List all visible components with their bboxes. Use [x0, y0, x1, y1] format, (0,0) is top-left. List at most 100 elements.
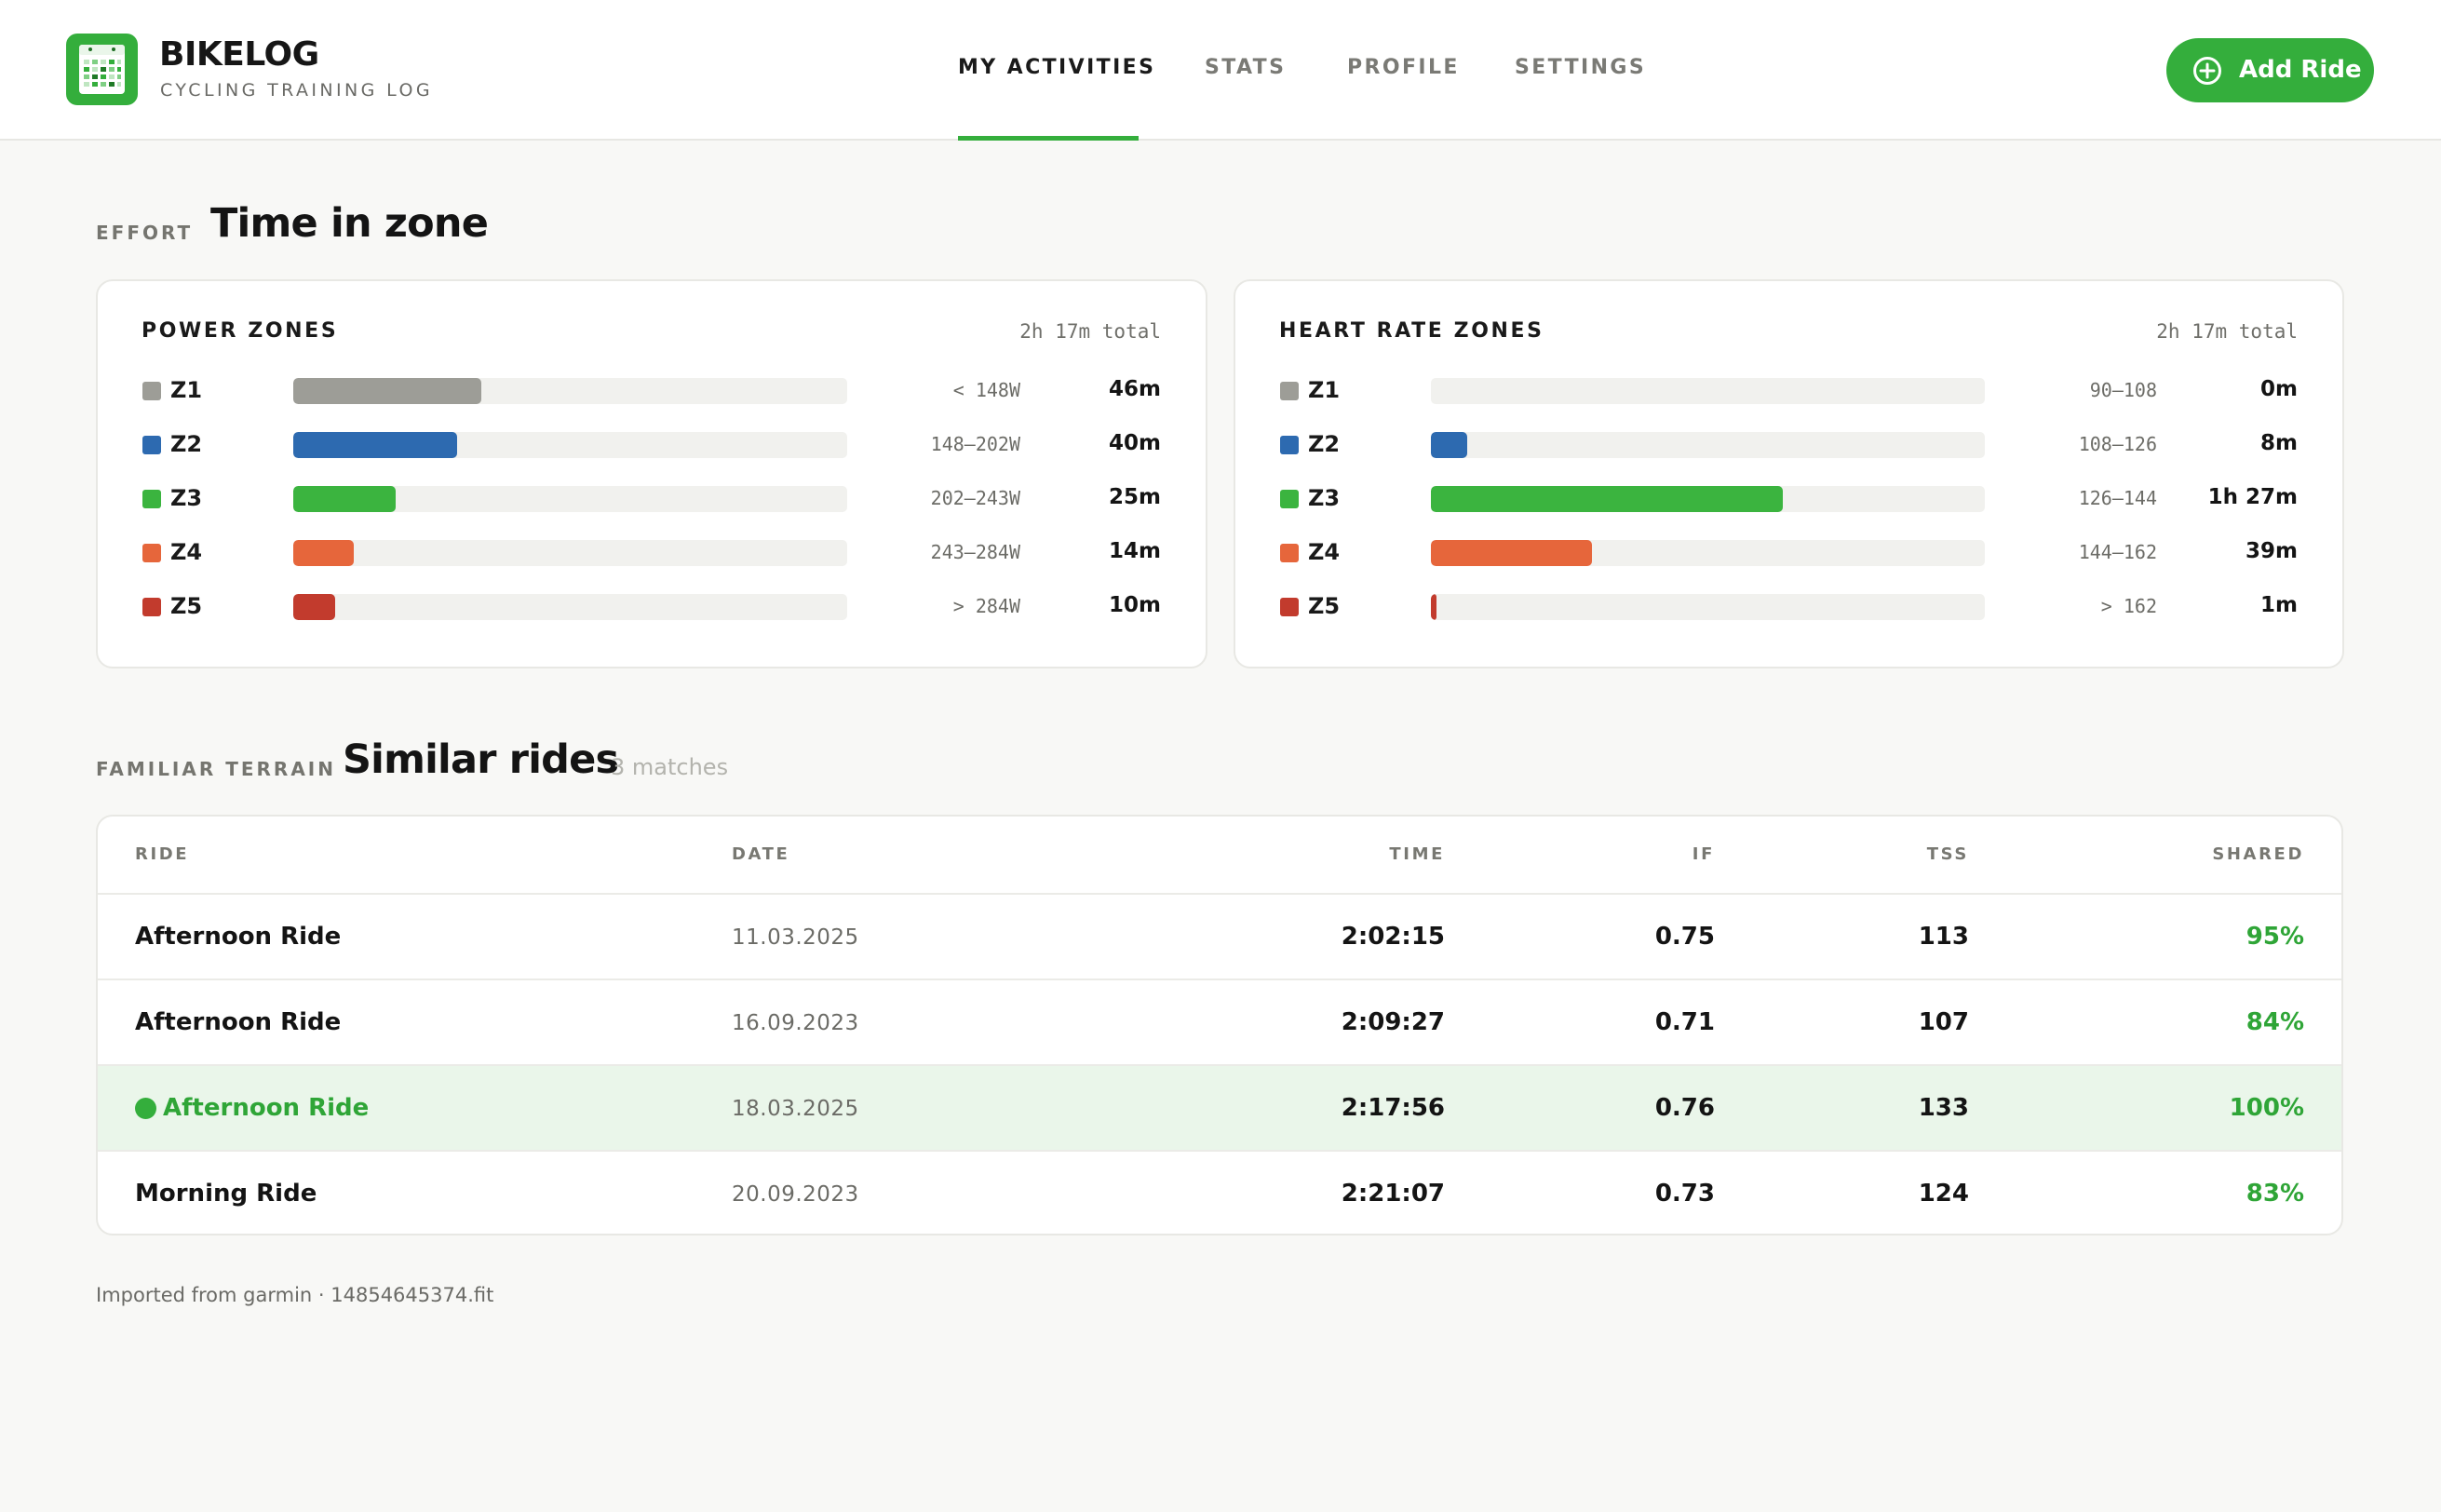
col-date[interactable]: DATE — [732, 844, 790, 864]
calendar-grid-icon — [66, 34, 138, 105]
zone-bar-fill — [293, 594, 335, 620]
zone-bar-track — [293, 594, 847, 620]
zone-range: 126–144 — [2078, 487, 2157, 509]
zone-range: 148–202W — [930, 433, 1020, 455]
app-name: BIKELOG — [159, 35, 319, 74]
plus-circle-icon — [2193, 57, 2221, 85]
zone-range: > 162 — [2100, 595, 2157, 617]
col-shared[interactable]: SHARED — [2212, 844, 2304, 864]
zone-time: 0m — [2260, 377, 2298, 401]
zone-bar-track — [1431, 594, 1985, 620]
zone-bar-fill — [293, 432, 457, 458]
zone-range: 90–108 — [2089, 379, 2157, 401]
zone-time: 25m — [1109, 485, 1161, 509]
hr-zone-row: Z1 90–108 0m — [1235, 372, 2342, 410]
zone-bar-fill — [293, 540, 354, 566]
zone-name: Z2 — [170, 431, 203, 457]
col-tss[interactable]: TSS — [1926, 844, 1969, 864]
zone-range: > 284W — [952, 595, 1020, 617]
ride-shared: 95% — [2245, 923, 2304, 951]
nav-profile[interactable]: PROFILE — [1347, 56, 1460, 79]
col-ride[interactable]: RIDE — [135, 844, 190, 864]
zone-name: Z1 — [1308, 377, 1341, 403]
zone-range: < 148W — [952, 379, 1020, 401]
zone-swatch — [142, 382, 161, 400]
zone-name: Z5 — [170, 593, 203, 619]
table-row[interactable]: Afternoon Ride 11.03.2025 2:02:15 0.75 1… — [98, 895, 2341, 980]
zone-bar-track — [1431, 378, 1985, 404]
zone-range: 202–243W — [930, 487, 1020, 509]
ride-shared: 83% — [2245, 1180, 2304, 1208]
power-zone-row: Z5 > 284W 10m — [98, 588, 1206, 626]
zone-time: 10m — [1109, 593, 1161, 617]
similar-rides-table: RIDE DATE TIME IF TSS SHARED Afternoon R… — [96, 815, 2343, 1235]
zone-name: Z4 — [1308, 539, 1341, 565]
ride-shared: 84% — [2245, 1008, 2304, 1036]
nav-my-activities[interactable]: MY ACTIVITIES — [958, 56, 1156, 79]
zone-time: 46m — [1109, 377, 1161, 401]
power-zone-row: Z2 148–202W 40m — [98, 426, 1206, 464]
ride-name[interactable]: Afternoon Ride — [163, 1094, 370, 1122]
zone-time: 8m — [2260, 431, 2298, 455]
zone-swatch — [1280, 382, 1299, 400]
ride-date: 18.03.2025 — [732, 1097, 859, 1121]
zone-bar-track — [293, 378, 847, 404]
zone-bar-track — [1431, 486, 1985, 512]
power-zone-row: Z4 243–284W 14m — [98, 534, 1206, 572]
ride-if: 0.75 — [1654, 923, 1715, 951]
zone-bar-track — [293, 540, 847, 566]
col-time[interactable]: TIME — [1389, 844, 1445, 864]
zone-name: Z1 — [170, 377, 203, 403]
zone-bar-fill — [1431, 540, 1592, 566]
power-zones-title: POWER ZONES — [142, 319, 339, 343]
zone-name: Z5 — [1308, 593, 1341, 619]
zone-range: 243–284W — [930, 541, 1020, 563]
hr-zones-title: HEART RATE ZONES — [1279, 319, 1544, 343]
ride-time: 2:17:56 — [1341, 1094, 1445, 1122]
ride-date: 11.03.2025 — [732, 925, 859, 950]
ride-tss: 124 — [1918, 1180, 1969, 1208]
app-header: BIKELOG CYCLING TRAINING LOG MY ACTIVITI… — [0, 0, 2441, 141]
table-header: RIDE DATE TIME IF TSS SHARED — [98, 817, 2341, 895]
hr-zone-row: Z3 126–144 1h 27m — [1235, 480, 2342, 518]
table-row[interactable]: Afternoon Ride 16.09.2023 2:09:27 0.71 1… — [98, 980, 2341, 1066]
ride-date: 16.09.2023 — [732, 1011, 859, 1035]
zone-swatch — [142, 436, 161, 454]
ride-name[interactable]: Afternoon Ride — [135, 1008, 342, 1036]
zone-swatch — [142, 544, 161, 562]
hr-zone-row: Z5 > 162 1m — [1235, 588, 2342, 626]
ride-name[interactable]: Afternoon Ride — [135, 923, 342, 951]
zone-bar-fill — [293, 486, 396, 512]
table-row-current[interactable]: Afternoon Ride 18.03.2025 2:17:56 0.76 1… — [98, 1066, 2341, 1152]
table-row[interactable]: Morning Ride 20.09.2023 2:21:07 0.73 124… — [98, 1152, 2341, 1234]
zone-bar-fill — [1431, 432, 1467, 458]
similar-title: Similar rides — [343, 736, 619, 783]
zone-bar-track — [293, 432, 847, 458]
match-count: 3 matches — [611, 754, 729, 780]
ride-tss: 113 — [1918, 923, 1969, 951]
ride-time: 2:02:15 — [1341, 923, 1445, 951]
zone-swatch — [1280, 598, 1299, 616]
zone-range: 144–162 — [2078, 541, 2157, 563]
zone-time: 1h 27m — [2207, 485, 2298, 509]
zone-swatch — [1280, 544, 1299, 562]
zone-time: 14m — [1109, 539, 1161, 563]
zone-bar-fill — [1431, 486, 1783, 512]
zone-swatch — [1280, 436, 1299, 454]
ride-if: 0.76 — [1654, 1094, 1715, 1122]
nav-stats[interactable]: STATS — [1205, 56, 1287, 79]
nav-settings[interactable]: SETTINGS — [1515, 56, 1647, 79]
zone-range: 108–126 — [2078, 433, 2157, 455]
add-ride-button[interactable]: Add Ride — [2166, 38, 2374, 102]
ride-shared: 100% — [2229, 1094, 2304, 1122]
power-zones-total: 2h 17m total — [1019, 320, 1161, 343]
col-if[interactable]: IF — [1692, 844, 1715, 864]
ride-if: 0.73 — [1654, 1180, 1715, 1208]
power-zones-card: POWER ZONES 2h 17m total Z1 < 148W 46m Z2 14… — [96, 279, 1207, 668]
ride-name[interactable]: Morning Ride — [135, 1180, 317, 1208]
hr-zones-card: HEART RATE ZONES 2h 17m total Z1 90–108 0m… — [1234, 279, 2344, 668]
hr-zones-total: 2h 17m total — [2156, 320, 2298, 343]
zone-swatch — [1280, 490, 1299, 508]
zone-name: Z3 — [1308, 485, 1341, 511]
zone-swatch — [142, 598, 161, 616]
